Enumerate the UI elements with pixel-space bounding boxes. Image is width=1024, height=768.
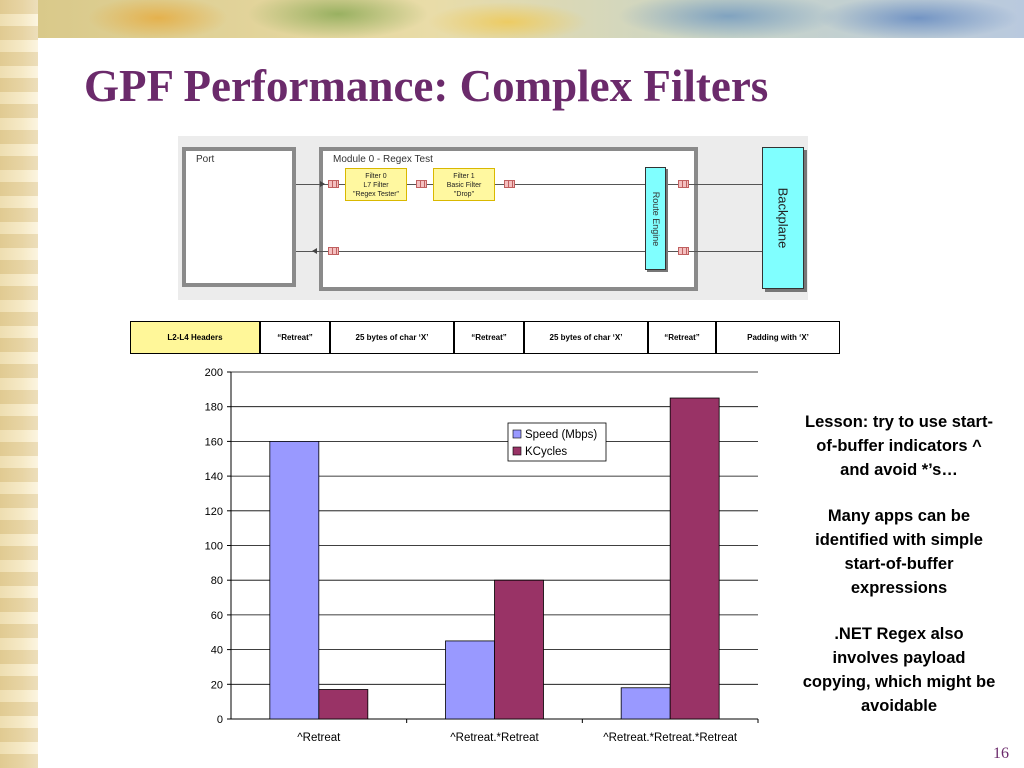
lesson-paragraph-3: .NET Regex also involves payload copying… <box>802 625 996 715</box>
legend-swatch <box>512 446 522 456</box>
filter-0-line-2: L7 Filter <box>363 182 389 189</box>
y-tick-label: 180 <box>205 402 223 414</box>
connector-icon <box>416 180 427 188</box>
connector-icon <box>328 180 339 188</box>
packet-field-headers: L2-L4 Headers <box>131 322 261 353</box>
filter-0-line-1: Filter 0 <box>365 173 387 180</box>
y-tick-label: 200 <box>205 367 223 379</box>
x-tick-label: ^Retreat <box>297 732 341 744</box>
x-tick-label: ^Retreat.*Retreat <box>450 732 539 744</box>
module-label: Module 0 - Regex Test <box>333 154 433 165</box>
page-number: 16 <box>993 745 1009 762</box>
x-tick-label: ^Retreat.*Retreat.*Retreat <box>603 732 738 744</box>
y-tick-label: 40 <box>211 645 223 657</box>
y-tick-label: 60 <box>211 610 223 622</box>
bar-kcycles-2 <box>669 397 720 720</box>
legend-swatch <box>512 429 522 439</box>
connector-icon <box>678 247 689 255</box>
bar-kcycles-1 <box>494 579 544 720</box>
port-label: Port <box>196 154 215 165</box>
module-diagram: Port Module 0 - Regex Test Filter 0 L7 F… <box>178 136 808 300</box>
performance-bar-chart: 0 20 40 60 80 100 120 140 160 180 200 ^Retreat ^Retr… <box>205 367 759 744</box>
top-wire <box>296 184 762 185</box>
arrow-left-icon <box>320 181 325 187</box>
route-engine-label: Route Engine <box>650 191 661 246</box>
connector-icon <box>328 247 339 255</box>
route-engine-box: Route Engine <box>645 167 666 270</box>
arrow-left-icon <box>312 248 317 254</box>
packet-field-padding: 25 bytes of char ‘X’ <box>525 322 649 353</box>
lesson-paragraph-2: Many apps can be identified with simple … <box>815 507 983 597</box>
y-tick-label: 140 <box>205 471 223 483</box>
filter-1-line-2: Basic Filter <box>446 182 482 189</box>
y-tick-label: 120 <box>205 506 223 518</box>
y-tick-label: 160 <box>205 436 223 448</box>
slide-title: GPF Performance: Complex Filters <box>84 61 769 111</box>
legend-label: KCycles <box>525 446 567 458</box>
backplane-label: Backplane <box>775 187 791 249</box>
packet-field-retreat: “Retreat” <box>261 322 331 353</box>
decorative-left-border <box>0 0 38 768</box>
backplane-box: Backplane <box>762 147 804 289</box>
packet-field-padding: 25 bytes of char ‘X’ <box>331 322 455 353</box>
connector-icon <box>504 180 515 188</box>
bar-kcycles-0 <box>318 689 369 720</box>
bar-speed-mbps--2 <box>620 687 671 720</box>
packet-layout: L2-L4 Headers “Retreat” 25 bytes of char… <box>130 321 840 354</box>
filter-0-line-3: "Regex Tester" <box>352 191 400 198</box>
packet-field-retreat: “Retreat” <box>649 322 717 353</box>
y-tick-label: 0 <box>217 714 223 726</box>
connector-icon <box>678 180 689 188</box>
port-box: Port <box>182 147 296 287</box>
filter-1-box: Filter 1 Basic Filter "Drop" <box>433 168 495 201</box>
bar-speed-mbps--1 <box>445 640 495 720</box>
filter-1-line-1: Filter 1 <box>453 173 475 180</box>
y-tick-label: 80 <box>211 575 223 587</box>
lesson-paragraph-1: Lesson: try to use start-of-buffer indic… <box>805 413 993 479</box>
y-tick-label: 100 <box>205 541 223 553</box>
decorative-top-border <box>38 0 1024 38</box>
y-tick-label: 20 <box>211 679 223 691</box>
legend-box <box>507 422 607 462</box>
packet-field-retreat: “Retreat” <box>455 322 525 353</box>
lesson-text: Lesson: try to use start-of-buffer indic… <box>800 410 998 740</box>
bar-speed-mbps--0 <box>269 441 320 720</box>
legend-label: Speed (Mbps) <box>525 429 597 441</box>
filter-0-box: Filter 0 L7 Filter "Regex Tester" <box>345 168 407 201</box>
filter-1-line-3: "Drop" <box>453 191 475 198</box>
packet-field-padding-end: Padding with ‘X’ <box>717 322 839 353</box>
bottom-wire <box>296 251 762 252</box>
